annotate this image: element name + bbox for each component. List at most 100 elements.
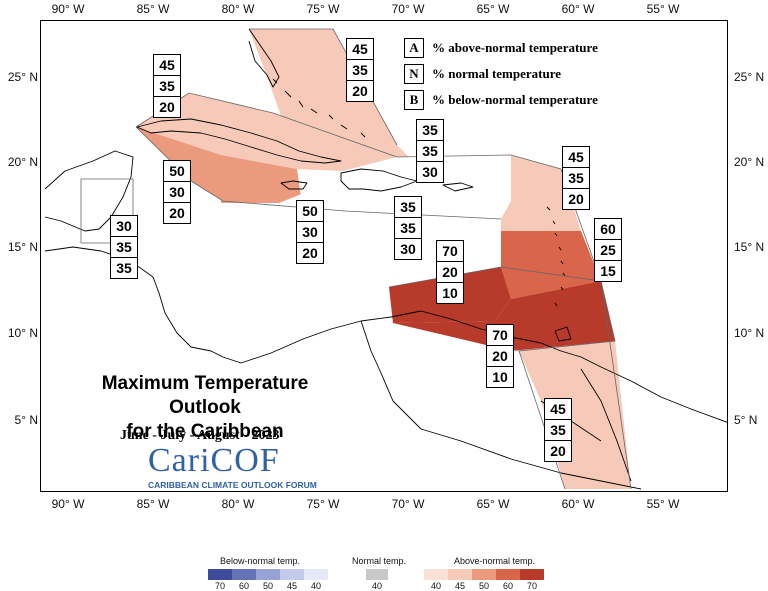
latitude-tick-left: 10° N: [7, 326, 38, 340]
probability-box-cayman-west: 50 30 20: [163, 160, 191, 224]
probability-above: 35: [417, 120, 443, 141]
longitude-tick-top: 90° W: [51, 2, 85, 16]
zone-puerto-rico: [341, 181, 511, 219]
zone-northern-lesser-antilles: [501, 155, 581, 231]
colorbar-normal-title: Normal temp.: [352, 556, 407, 566]
jamaica-island: [280, 180, 308, 190]
colorbar-swatch-below: [304, 569, 328, 580]
colorbar-label-above: 40: [430, 581, 442, 591]
colorbar-swatch-above: [496, 569, 520, 580]
probability-normal: 35: [154, 76, 180, 97]
probability-box-puerto-rico: 35 35 30: [394, 196, 422, 260]
legend-row-above: A % above-normal temperature: [404, 38, 598, 58]
zone-guianas: [519, 341, 631, 489]
probability-normal: 35: [395, 218, 421, 239]
probability-below: 15: [600, 263, 616, 279]
colorbar-swatch-below: [208, 569, 232, 580]
latitude-tick-right: 20° N: [734, 155, 765, 169]
caricof-logo: CariCOF CARIBBEAN CLIMATE OUTLOOK FORUM: [148, 444, 317, 491]
longitude-tick-bottom: 85° W: [136, 497, 170, 511]
colorbar-swatch-above: [472, 569, 496, 580]
probability-below: 20: [568, 191, 584, 207]
probability-above: 30: [111, 216, 137, 237]
probability-normal: 25: [595, 240, 621, 261]
map-title: Maximum Temperature Outlook for the Cari…: [70, 372, 340, 444]
hispaniola-island: [340, 168, 418, 192]
probability-above: 50: [297, 201, 323, 222]
longitude-tick-bottom: 65° W: [476, 497, 510, 511]
longitude-tick-bottom: 75° W: [306, 497, 340, 511]
longitude-tick-top: 75° W: [306, 2, 340, 16]
title-line-2: for the Caribbean: [126, 421, 284, 442]
legend-key-b: B: [404, 90, 424, 110]
probability-below: 20: [352, 83, 368, 99]
longitude-tick-top: 70° W: [391, 2, 425, 16]
central-america-coast: [44, 246, 727, 423]
probability-above: 45: [545, 399, 571, 420]
longitude-tick-top: 60° W: [561, 2, 595, 16]
probability-normal: 20: [437, 262, 463, 283]
latitude-tick-left: 5° N: [14, 413, 38, 427]
latitude-tick-left: 25° N: [7, 70, 38, 84]
probability-normal: 20: [487, 346, 513, 367]
colorbar-swatch-above: [448, 569, 472, 580]
probability-box-cuba: 45 35 20: [153, 54, 181, 118]
colorbar-label-above: 60: [502, 581, 514, 591]
colorbar-label-below: 50: [262, 581, 274, 591]
probability-below: 30: [422, 164, 438, 180]
probability-box-hispaniola: 35 35 30: [416, 119, 444, 183]
probability-above: 70: [437, 241, 463, 262]
colorbar-swatch-above: [424, 569, 448, 580]
probability-above: 50: [164, 161, 190, 182]
probability-above: 45: [563, 147, 589, 168]
longitude-tick-bottom: 90° W: [51, 497, 85, 511]
season-label: June - July - August - 2023: [120, 428, 280, 443]
longitude-tick-top: 85° W: [136, 2, 170, 16]
colorbar-label-below: 45: [286, 581, 298, 591]
colorbar-label-above: 50: [478, 581, 490, 591]
probability-below: 20: [169, 205, 185, 221]
map-canvas: [44, 28, 727, 490]
latitude-tick-right: 15° N: [734, 240, 765, 254]
probability-below: 10: [442, 285, 458, 301]
probability-above: 45: [347, 39, 373, 60]
longitude-tick-top: 65° W: [476, 2, 510, 16]
probability-box-belize: 30 35 35: [110, 215, 138, 279]
longitude-tick-top: 80° W: [221, 2, 255, 16]
florida-coast: [248, 28, 280, 88]
cuba-island: [136, 118, 342, 164]
lesser-antilles: [546, 206, 566, 307]
south-america-coast: [360, 320, 642, 490]
puerto-rico-island: [442, 182, 474, 192]
zone-trinidad-venezuela: [393, 281, 615, 351]
bahamas-islands: [272, 78, 366, 138]
probability-above: 60: [595, 219, 621, 240]
latitude-tick-right: 5° N: [734, 413, 758, 427]
colorbar-label-below: 70: [214, 581, 226, 591]
colorbar-above-title: Above-normal temp.: [454, 556, 536, 566]
zone-jamaica: [221, 155, 343, 203]
probability-normal: 35: [545, 420, 571, 441]
longitude-tick-bottom: 70° W: [391, 497, 425, 511]
legend-text-below: % below-normal temperature: [432, 92, 598, 107]
colorbar-label-normal: 40: [371, 581, 383, 591]
probability-below: 35: [116, 260, 132, 276]
zone-cuba: [136, 93, 397, 171]
probability-box-windward-islands: 60 25 15: [594, 218, 622, 282]
probability-above: 70: [487, 325, 513, 346]
probability-below: 20: [302, 245, 318, 261]
longitude-tick-bottom: 55° W: [646, 497, 680, 511]
probability-normal: 35: [563, 168, 589, 189]
latitude-tick-left: 20° N: [7, 155, 38, 169]
probability-box-jamaica: 50 30 20: [296, 200, 324, 264]
latitude-tick-left: 15° N: [7, 240, 38, 254]
legend-row-normal: N % normal temperature: [404, 64, 561, 84]
legend-row-below: B % below-normal temperature: [404, 90, 598, 110]
title-line-1: Maximum Temperature Outlook: [101, 373, 309, 418]
colorbar-label-below: 40: [310, 581, 322, 591]
trinidad-island: [554, 326, 572, 342]
colorbar-swatch-below: [256, 569, 280, 580]
probability-below: 10: [492, 369, 508, 385]
colorbar-label-above: 45: [454, 581, 466, 591]
probability-normal: 30: [297, 222, 323, 243]
